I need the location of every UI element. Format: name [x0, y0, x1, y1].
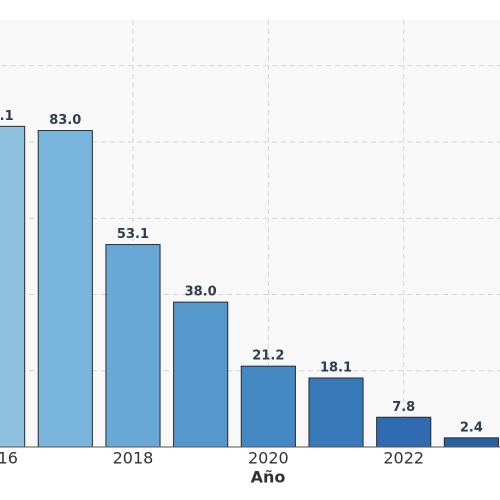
data-label: 2.4 [460, 420, 483, 435]
data-label: 53.1 [117, 227, 149, 242]
data-label: 84.1 [0, 109, 14, 124]
x-tick-label: 2016 [0, 449, 18, 468]
x-tick-label: 2018 [113, 449, 154, 468]
bar [0, 125, 26, 448]
data-label: 83.0 [49, 113, 81, 128]
x-tick-label: 2022 [383, 449, 424, 468]
data-label: 7.8 [392, 400, 415, 415]
data-label: 21.2 [252, 349, 284, 364]
data-label: 38.0 [185, 285, 217, 300]
bar [376, 416, 432, 448]
x-tick-label: 2020 [248, 449, 289, 468]
bar [105, 244, 161, 448]
bar [240, 365, 296, 448]
x-axis-label: Año [251, 468, 286, 487]
data-label: 18.1 [320, 360, 352, 375]
bar [37, 130, 93, 448]
bar [443, 437, 499, 448]
bar [173, 301, 229, 448]
bar [308, 377, 364, 448]
